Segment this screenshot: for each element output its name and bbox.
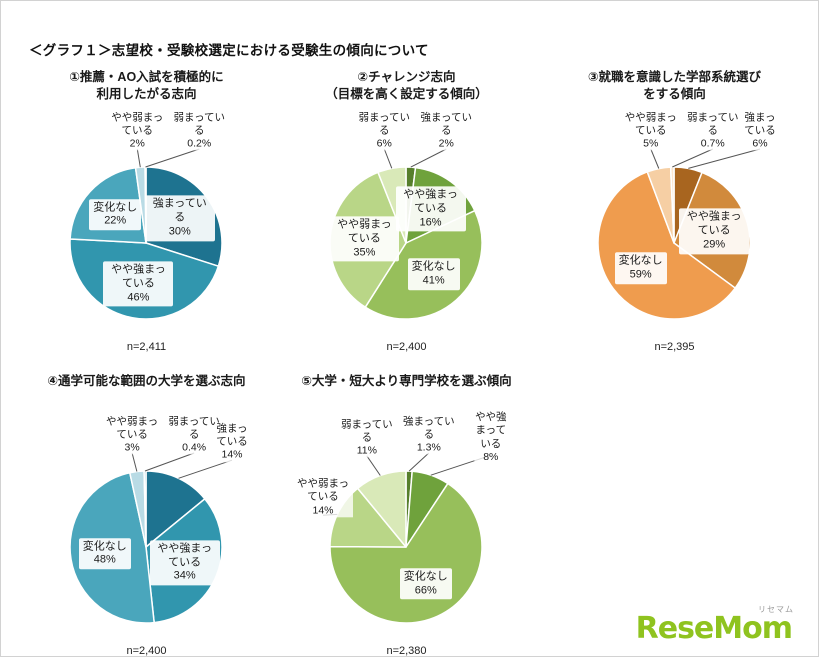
slice-label: 強まっている 6%: [744, 111, 776, 151]
chart-title-line: （目標を高く設定する傾向）: [325, 86, 488, 101]
label-leader-line: [672, 148, 714, 168]
chart-title: ④通学可能な範囲の大学を選ぶ志向: [29, 373, 264, 409]
slice-label: 変化なし 22%: [89, 198, 142, 231]
slice-label: やや弱まっている 35%: [329, 216, 400, 262]
chart-title: ③就職を意識した学部系統選び をする傾向: [557, 69, 792, 105]
slice-label: 弱まっている 11%: [336, 418, 397, 458]
label-leader-line: [383, 148, 393, 169]
slice-label: やや強まっている 29%: [679, 208, 750, 255]
sample-size: n=2,400: [126, 645, 167, 657]
pie-chart-3-employment: ③就職を意識した学部系統選び をする傾向 やや強まっている 29% 変化なし 59% やや…: [557, 69, 792, 353]
label-leader-line: [366, 455, 381, 476]
slice-label: 変化なし 59%: [614, 252, 667, 284]
pie-area: やや強まっている 34% 変化なし 48% やや弱まっている 3% 弱まっている 0.4% 強ま…: [29, 411, 264, 643]
sample-size: n=2,400: [386, 341, 427, 353]
label-leader-line: [650, 148, 660, 169]
resemom-logo: リセマム ReseMom: [635, 605, 793, 646]
pie-chart-5-vocational: ⑤大学・短大より専門学校を選ぶ傾向 変化なし 66% やや弱まっている 14% 弱まって…: [289, 373, 524, 657]
slice-label: やや強まっている 16%: [395, 186, 466, 232]
slice-label: やや弱まっている 5%: [620, 111, 681, 151]
sample-size: n=2,411: [126, 341, 167, 353]
slice-label: やや強まっている 46%: [103, 261, 174, 307]
slice-label: 変化なし 66%: [399, 568, 452, 600]
chart-title-line: ②チャレンジ志向: [357, 70, 456, 84]
label-leader-line: [144, 452, 195, 472]
chart-title-line: 利用したがる志向: [96, 86, 197, 101]
slice-label: やや弱まっている 14%: [293, 477, 353, 517]
sample-size: n=2,380: [386, 645, 427, 657]
pie-chart-4-commutable: ④通学可能な範囲の大学を選ぶ志向 やや強まっている 34% 変化なし 48% やや弱まっ…: [29, 373, 264, 657]
pie-area: やや強まっている 16% 変化なし 41% やや弱まっている 35% 弱まっている 6% 強まっ…: [289, 107, 524, 339]
label-leader-line: [410, 148, 447, 168]
slice-label: やや強まっている 8%: [474, 411, 508, 464]
slice-label: やや弱まっている 2%: [107, 111, 168, 151]
label-leader-line: [131, 452, 138, 472]
chart-title-line: ⑤大学・短大より専門学校を選ぶ傾向: [301, 374, 512, 388]
pie-area: 変化なし 66% やや弱まっている 14% 弱まっている 11% 強まっている 1.3% やや強…: [289, 411, 524, 643]
page-title: ＜グラフ１＞志望校・受験校選定における受験生の傾向について: [29, 43, 429, 58]
label-leader-line: [145, 148, 200, 168]
pie-area: やや強まっている 29% 変化なし 59% やや弱まっている 5% 弱まっている 0.7% 強ま…: [557, 107, 792, 339]
sample-size: n=2,395: [654, 341, 695, 353]
chart-title: ⑤大学・短大より専門学校を選ぶ傾向: [289, 373, 524, 409]
logo-ruby-text: リセマム: [758, 605, 794, 614]
logo-text: ReseMom: [635, 611, 793, 646]
chart-title-line: をする傾向: [643, 86, 706, 101]
slice-label: 強まっている 30%: [144, 195, 215, 241]
slice-label: やや弱まっている 3%: [102, 415, 163, 455]
chart-title-line: ①推薦・AO入試を積極的に: [69, 70, 224, 84]
label-leader-line: [408, 452, 430, 472]
chart-title-line: ③就職を意識した学部系統選び: [587, 70, 762, 84]
pie-area: 強まっている 30% やや強まっている 46% 変化なし 22% やや弱まっている 2% 弱まっ…: [29, 107, 264, 339]
slice-label: 変化なし 48%: [78, 537, 131, 570]
chart-title: ②チャレンジ志向 （目標を高く設定する傾向）: [289, 69, 524, 105]
slice-label: 強まっている 1.3%: [398, 415, 459, 455]
slice-label: 弱まっている 0.4%: [164, 415, 225, 455]
slice-label: 変化なし 41%: [407, 258, 460, 291]
chart-title: ①推薦・AO入試を積極的に 利用したがる志向: [29, 69, 264, 105]
slice-label: やや強まっている 34%: [149, 540, 220, 586]
pie-chart-2-challenge: ②チャレンジ志向 （目標を高く設定する傾向） やや強まっている 16% 変化なし 41%…: [289, 69, 524, 353]
label-leader-line: [178, 459, 233, 479]
label-leader-line: [688, 148, 761, 169]
pie-chart-1-recommendation-ao: ①推薦・AO入試を積極的に 利用したがる志向 強まっている 30% やや強まっている 4…: [29, 69, 264, 353]
slice-label: 弱まっている 0.7%: [682, 111, 743, 151]
chart-title-line: ④通学可能な範囲の大学を選ぶ志向: [47, 374, 246, 388]
label-leader-line: [136, 148, 141, 168]
slice-label: 強まっている 2%: [416, 111, 477, 151]
slice-label: 強まっている 14%: [216, 422, 248, 462]
slice-label: 弱まっている 6%: [354, 111, 415, 151]
slice-label: 弱まっている 0.2%: [169, 111, 230, 151]
